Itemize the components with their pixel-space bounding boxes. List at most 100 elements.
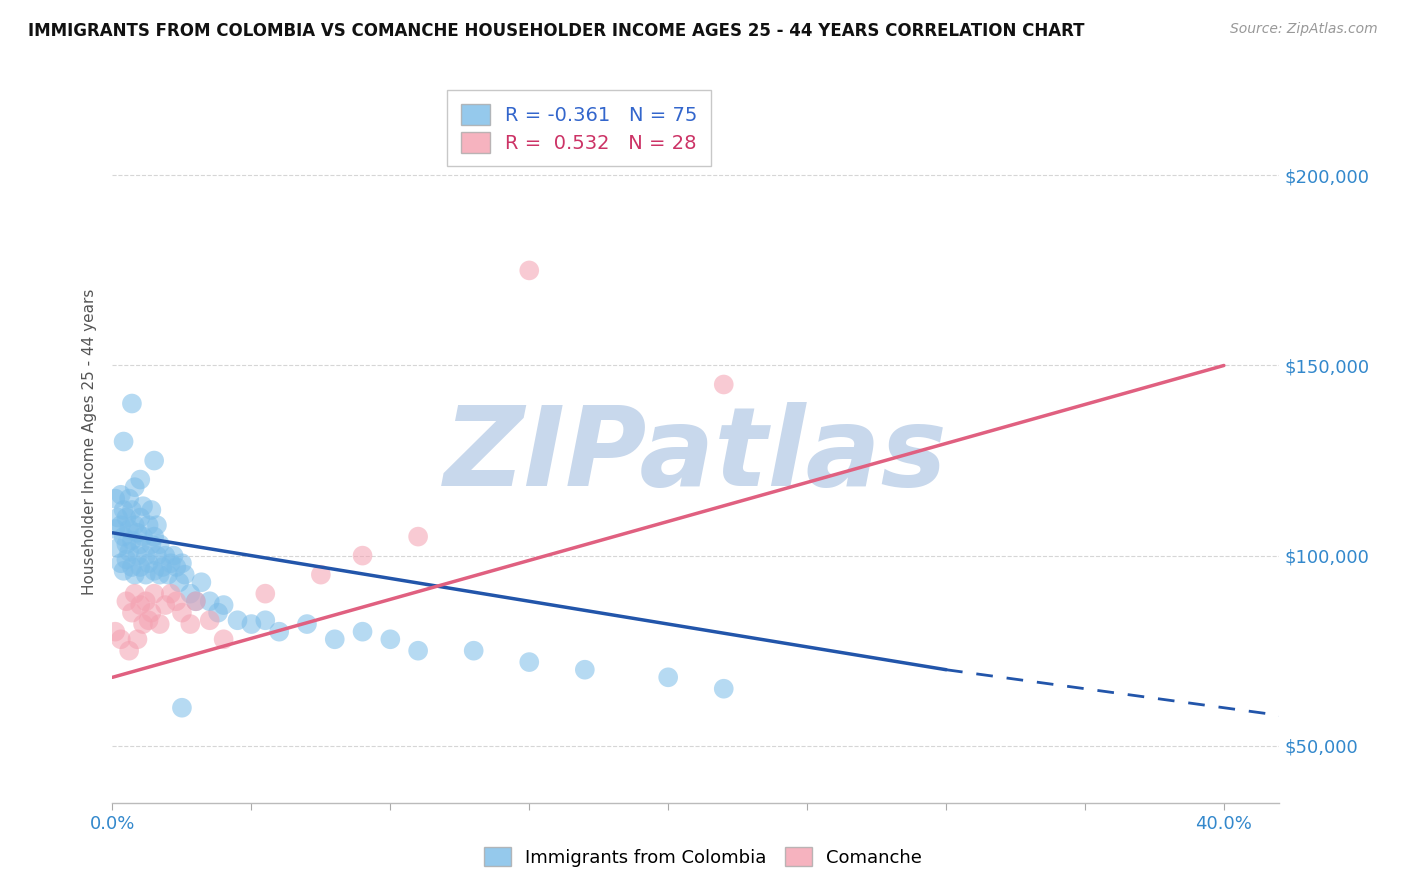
Point bbox=[118, 522, 141, 536]
Point bbox=[198, 613, 221, 627]
Point bbox=[124, 567, 146, 582]
Point bbox=[254, 587, 277, 601]
Point bbox=[118, 545, 141, 559]
Point bbox=[226, 613, 249, 627]
Point bbox=[352, 624, 374, 639]
Point bbox=[129, 598, 152, 612]
Point bbox=[517, 655, 540, 669]
Point bbox=[173, 567, 195, 582]
Point bbox=[129, 510, 152, 524]
Point bbox=[135, 549, 157, 563]
Point bbox=[112, 434, 135, 449]
Point bbox=[121, 396, 143, 410]
Y-axis label: Householder Income Ages 25 - 44 years: Householder Income Ages 25 - 44 years bbox=[82, 288, 97, 595]
Point bbox=[135, 594, 157, 608]
Point bbox=[135, 567, 157, 582]
Point bbox=[121, 606, 143, 620]
Point bbox=[713, 377, 735, 392]
Point bbox=[143, 453, 166, 467]
Point bbox=[207, 606, 229, 620]
Point bbox=[129, 473, 152, 487]
Point bbox=[143, 564, 166, 578]
Point bbox=[198, 594, 221, 608]
Point bbox=[179, 587, 201, 601]
Point bbox=[269, 624, 291, 639]
Text: IMMIGRANTS FROM COLOMBIA VS COMANCHE HOUSEHOLDER INCOME AGES 25 - 44 YEARS CORRE: IMMIGRANTS FROM COLOMBIA VS COMANCHE HOU… bbox=[28, 22, 1084, 40]
Point bbox=[406, 530, 429, 544]
Point bbox=[149, 567, 172, 582]
Point bbox=[115, 537, 138, 551]
Point bbox=[165, 560, 187, 574]
Point bbox=[118, 491, 141, 506]
Text: Source: ZipAtlas.com: Source: ZipAtlas.com bbox=[1230, 22, 1378, 37]
Point bbox=[160, 556, 183, 570]
Point bbox=[657, 670, 679, 684]
Point bbox=[121, 533, 143, 548]
Point bbox=[110, 556, 132, 570]
Point bbox=[240, 617, 263, 632]
Point bbox=[107, 541, 129, 555]
Point bbox=[170, 606, 193, 620]
Point bbox=[121, 503, 143, 517]
Point bbox=[149, 617, 172, 632]
Point bbox=[127, 632, 149, 647]
Point bbox=[124, 587, 146, 601]
Point bbox=[149, 537, 172, 551]
Point bbox=[129, 537, 152, 551]
Point bbox=[127, 525, 149, 540]
Point bbox=[517, 263, 540, 277]
Point bbox=[115, 552, 138, 566]
Point bbox=[132, 499, 155, 513]
Point bbox=[463, 643, 485, 657]
Point bbox=[170, 556, 193, 570]
Point bbox=[146, 518, 169, 533]
Point bbox=[162, 549, 184, 563]
Point bbox=[574, 663, 596, 677]
Point bbox=[141, 606, 163, 620]
Point bbox=[323, 632, 346, 647]
Point bbox=[157, 567, 180, 582]
Point bbox=[184, 594, 207, 608]
Point bbox=[160, 587, 183, 601]
Point bbox=[155, 598, 177, 612]
Point bbox=[124, 518, 146, 533]
Point bbox=[104, 522, 127, 536]
Point bbox=[406, 643, 429, 657]
Point bbox=[295, 617, 318, 632]
Point bbox=[146, 549, 169, 563]
Point bbox=[110, 488, 132, 502]
Point bbox=[309, 567, 332, 582]
Point bbox=[132, 530, 155, 544]
Point bbox=[170, 700, 193, 714]
Point bbox=[104, 491, 127, 506]
Point bbox=[143, 587, 166, 601]
Point bbox=[254, 613, 277, 627]
Point bbox=[212, 632, 235, 647]
Point bbox=[165, 594, 187, 608]
Point bbox=[132, 617, 155, 632]
Point bbox=[141, 503, 163, 517]
Legend: R = -0.361   N = 75, R =  0.532   N = 28: R = -0.361 N = 75, R = 0.532 N = 28 bbox=[447, 90, 711, 167]
Point bbox=[179, 617, 201, 632]
Point bbox=[138, 613, 160, 627]
Point bbox=[141, 537, 163, 551]
Point bbox=[190, 575, 212, 590]
Point bbox=[129, 560, 152, 574]
Point bbox=[110, 632, 132, 647]
Point bbox=[138, 556, 160, 570]
Point bbox=[112, 503, 135, 517]
Point bbox=[121, 560, 143, 574]
Point bbox=[112, 530, 135, 544]
Text: ZIPatlas: ZIPatlas bbox=[444, 402, 948, 509]
Point bbox=[212, 598, 235, 612]
Point bbox=[184, 594, 207, 608]
Point bbox=[118, 643, 141, 657]
Point bbox=[380, 632, 402, 647]
Point bbox=[167, 575, 190, 590]
Point bbox=[352, 549, 374, 563]
Point bbox=[713, 681, 735, 696]
Point bbox=[104, 624, 127, 639]
Point bbox=[143, 530, 166, 544]
Point bbox=[107, 510, 129, 524]
Point bbox=[124, 480, 146, 494]
